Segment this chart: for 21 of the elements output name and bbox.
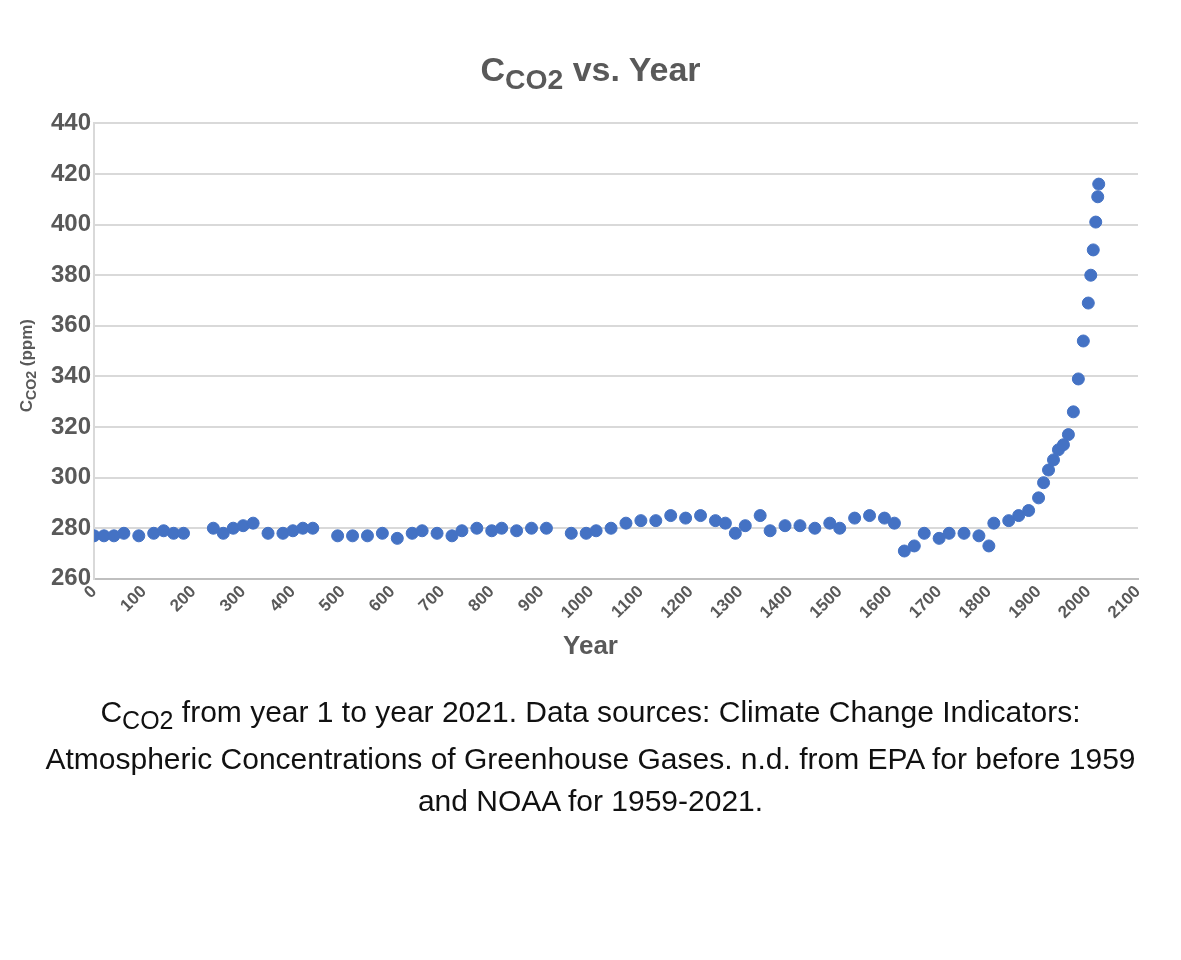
x-tick-label: 800 [464,581,498,616]
y-tick-label: 280 [51,512,92,540]
x-tick-label: 600 [364,581,399,616]
y-tick-label: 440 [51,107,92,135]
y-tick-label: 360 [51,310,92,338]
x-tick-label: 100 [116,581,150,616]
y-tick-label: 420 [51,158,92,186]
x-tick-label: 300 [215,581,250,616]
x-tick-label: 500 [315,581,349,616]
x-axis-title: Year [562,629,619,661]
y-tick-label: 400 [51,209,92,237]
x-tick-label: 900 [514,581,548,616]
text: C$_{CO2}$ from year 1 to year 2021. Data sources: Climate Change Indicators: Atmospheric Concentrations of Greenhouse Gases. n.d. from EPA for before 1959 and NOAA for 1959-2021. [44,693,1137,819]
x-tick-label: 700 [414,581,449,616]
y-tick-label: 340 [51,360,92,388]
x-tick-label: 400 [265,581,300,616]
chart-title: C$_{CO2}$ vs. Year [479,50,702,96]
y-tick-label: 380 [51,259,92,287]
y-tick-label: 300 [51,462,92,490]
y-tick-label: 320 [51,411,92,439]
x-tick-label: 200 [166,581,200,616]
